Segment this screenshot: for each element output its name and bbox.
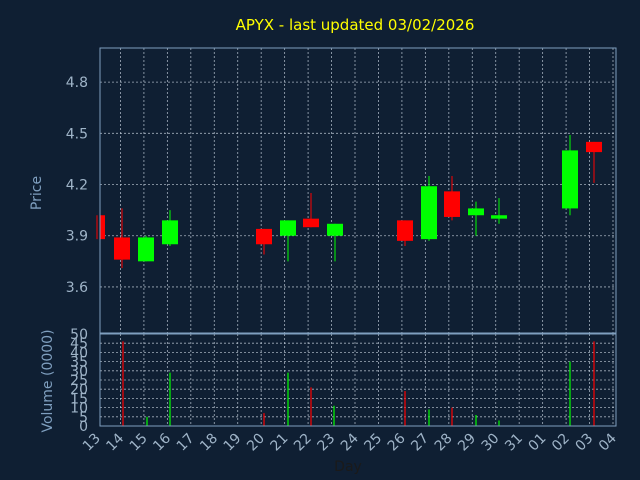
candle-20	[280, 220, 296, 262]
volume-tick-label: 50	[70, 327, 88, 343]
day-tick-label: 24	[338, 430, 362, 454]
volume-grid	[100, 334, 616, 426]
volume-axis-label: Volume (0000)	[40, 329, 56, 432]
price-tick-label: 4.5	[66, 126, 88, 142]
day-tick-label: 14	[103, 430, 127, 454]
day-tick-label: 25	[361, 431, 385, 455]
candle-19	[256, 228, 272, 255]
candle-29	[491, 198, 507, 224]
volume-plot-frame	[99, 333, 617, 427]
candle-12	[96, 215, 105, 240]
price-tick-label: 4.8	[66, 75, 88, 91]
volume-tick-label: 30	[70, 364, 88, 380]
day-tick-label: 03	[572, 431, 596, 455]
day-tick-label: 27	[408, 431, 432, 455]
day-tick-labels: 13 14 15 16 17 18 19 20 21 22 23 24 25 26 27 28 29 30 31 01…	[80, 430, 620, 454]
candle-body	[327, 223, 343, 236]
volume-tick-label: 20	[70, 382, 88, 398]
candle-22	[327, 223, 343, 262]
day-tick-label: 04	[596, 430, 620, 454]
candle-25	[397, 220, 413, 246]
volume-tick-label: 45	[70, 336, 88, 352]
chart-title: APYX - last updated 03/02/2026	[236, 16, 475, 34]
volume-tick-label: 0	[79, 419, 88, 435]
price-candles	[96, 135, 602, 269]
day-tick-label: 23	[314, 431, 338, 455]
day-tick-label: 21	[268, 431, 292, 455]
volume-tick-label: 35	[70, 355, 88, 371]
day-tick-label: 26	[385, 430, 409, 454]
price-tick-labels: 3.6 3.9 4.2 4.5 4.8	[66, 75, 88, 296]
candle-02	[562, 135, 578, 216]
day-tick-label: 22	[291, 431, 315, 455]
candle-14	[138, 235, 154, 262]
day-tick-label: 28	[432, 431, 456, 455]
day-tick-label: 17	[174, 431, 198, 455]
day-tick-label: 01	[526, 431, 550, 455]
candle-21	[303, 193, 319, 228]
day-tick-label: 29	[455, 431, 479, 455]
price-tick-label: 4.2	[66, 178, 88, 194]
volume-tick-label: 40	[70, 345, 88, 361]
candle-15	[162, 210, 178, 246]
candle-03	[586, 141, 602, 183]
price-plot-frame	[99, 47, 617, 334]
candle-body	[256, 228, 272, 245]
candle-26	[421, 175, 437, 241]
price-tick-label: 3.9	[66, 229, 88, 245]
price-tick-label: 3.6	[66, 280, 88, 296]
candle-body	[562, 150, 578, 209]
candle-body	[468, 208, 484, 216]
day-tick-label: 15	[127, 431, 151, 455]
candle-body	[303, 218, 319, 228]
day-tick-label: 20	[244, 431, 268, 455]
volume-tick-label: 25	[70, 373, 88, 389]
candle-body	[280, 220, 296, 236]
candle-27	[444, 175, 460, 221]
price-grid	[100, 48, 616, 333]
volume-tick-label: 5	[79, 410, 88, 426]
candle-body	[138, 237, 154, 262]
day-tick-label: 02	[549, 431, 573, 455]
volume-tick-label: 15	[70, 391, 88, 407]
day-tick-label: 30	[479, 431, 503, 455]
volume-bars	[122, 341, 595, 426]
day-tick-label: 19	[221, 431, 245, 455]
candle-body	[162, 220, 178, 245]
candle-13	[114, 208, 130, 269]
candle-body	[491, 215, 507, 219]
day-axis-label: Day	[334, 459, 362, 475]
day-tick-label: 16	[150, 430, 174, 454]
candle-28	[468, 201, 484, 236]
candle-body	[444, 191, 460, 217]
volume-tick-label: 10	[70, 401, 88, 417]
day-tick-label: 31	[502, 431, 526, 455]
candle-body	[421, 186, 437, 240]
candle-body	[100, 215, 105, 240]
price-axis-label: Price	[29, 176, 45, 210]
candle-body	[586, 141, 602, 153]
candle-body	[397, 220, 413, 241]
candle-body	[114, 237, 130, 260]
day-tick-label: 18	[197, 431, 221, 455]
